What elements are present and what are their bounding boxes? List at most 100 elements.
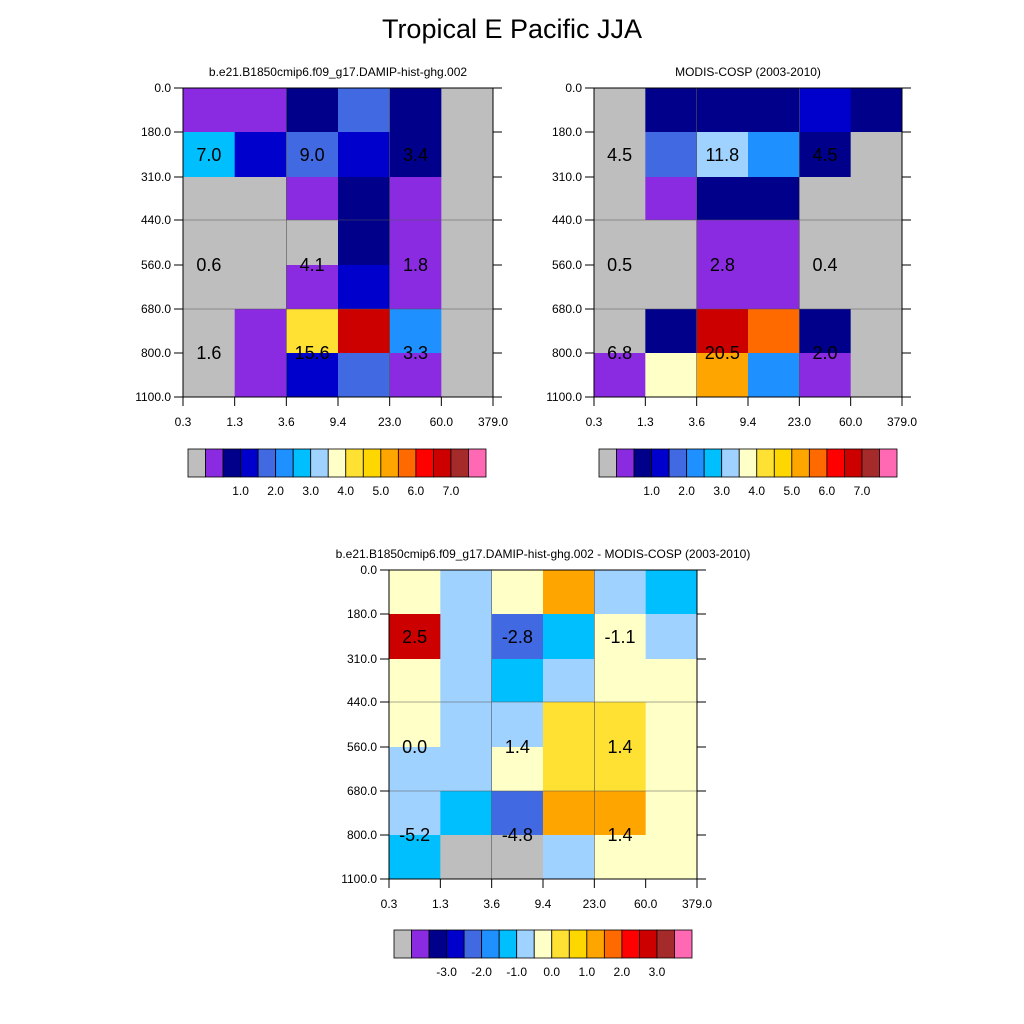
- colorbar-label: 1.0: [643, 484, 660, 498]
- cell-value-label: -5.2: [399, 825, 430, 845]
- colorbar-label: 3.0: [649, 965, 666, 979]
- heatmap-cell: [594, 791, 647, 836]
- cell-value-label: 20.5: [705, 343, 740, 363]
- heatmap-cell: [645, 265, 698, 310]
- heatmap-cell: [441, 132, 494, 178]
- heatmap-cell: [440, 791, 493, 836]
- cell-value-label: -4.8: [502, 825, 533, 845]
- cell-value-label: -2.8: [502, 627, 533, 647]
- colorbar-swatch: [721, 448, 740, 478]
- heatmap-cell: [389, 747, 441, 792]
- heatmap-cell: [543, 791, 595, 836]
- x-tick-label: 60.0: [839, 415, 863, 429]
- x-tick-label: 0.3: [175, 415, 192, 429]
- heatmap-cell: [696, 220, 749, 266]
- cell-value-label: 0.5: [607, 255, 632, 275]
- heatmap-cell: [389, 659, 441, 703]
- y-tick-label: 310.0: [552, 170, 582, 184]
- x-tick-label: 9.4: [740, 415, 757, 429]
- heatmap-cell: [183, 220, 236, 266]
- heatmap-cell: [748, 265, 800, 310]
- panel-title: b.e21.B1850cmip6.f09_g17.DAMIP-hist-ghg.…: [209, 65, 467, 79]
- heatmap-cell: [441, 309, 494, 354]
- heatmap-cell: [645, 747, 698, 792]
- heatmap-cell: [286, 177, 339, 221]
- x-tick-label: 3.6: [483, 897, 500, 911]
- heatmap-cell: [748, 309, 800, 354]
- cell-value-label: 4.5: [812, 145, 837, 165]
- heatmap-cell: [645, 177, 698, 221]
- heatmap-cell: [799, 220, 852, 266]
- heatmap-cell: [850, 353, 903, 398]
- colorbar-swatch: [674, 929, 693, 959]
- colorbar-label: 2.0: [614, 965, 631, 979]
- panel-1: b.e21.B1850cmip6.f09_g17.DAMIP-hist-ghg.…: [135, 65, 508, 498]
- y-tick-label: 1100.0: [546, 390, 582, 404]
- heatmap-cell: [338, 132, 391, 178]
- heatmap-cell: [645, 570, 698, 615]
- heatmap-cell: [543, 659, 595, 703]
- x-tick-label: 379.0: [682, 897, 712, 911]
- colorbar-swatch: [756, 448, 775, 478]
- colorbar-swatch: [362, 448, 382, 478]
- colorbar-swatch: [533, 929, 553, 959]
- heatmap-cell: [491, 747, 544, 792]
- colorbar-swatch: [415, 448, 434, 478]
- heatmap-cell: [441, 353, 494, 398]
- colorbar-swatch: [463, 929, 483, 959]
- colorbar-swatch: [240, 448, 259, 478]
- x-tick-label: 3.6: [688, 415, 705, 429]
- heatmap-cell: [543, 570, 595, 615]
- colorbar-swatch: [187, 448, 206, 478]
- heatmap-cell: [441, 88, 494, 133]
- cell-value-label: 0.0: [402, 737, 427, 757]
- heatmap-cell: [389, 309, 442, 354]
- heatmap-cell: [799, 353, 852, 398]
- heatmap-cell: [183, 88, 236, 133]
- x-tick-label: 1.3: [432, 897, 449, 911]
- colorbar-label: -3.0: [436, 965, 457, 979]
- colorbar-swatch: [498, 929, 518, 959]
- cell-value-label: 1.6: [196, 343, 221, 363]
- x-tick-label: 9.4: [535, 897, 552, 911]
- x-tick-label: 60.0: [430, 415, 454, 429]
- colorbar-swatch: [603, 929, 623, 959]
- heatmap-cell: [389, 88, 442, 133]
- heatmap-cell: [748, 220, 800, 266]
- heatmap-cell: [389, 570, 441, 615]
- heatmap-cell: [440, 702, 493, 748]
- heatmap-cell: [645, 791, 698, 836]
- cell-value-label: 7.0: [196, 145, 221, 165]
- heatmap-cell: [491, 835, 544, 880]
- cell-value-label: 1.4: [607, 825, 632, 845]
- heatmap-cell: [850, 177, 903, 221]
- colorbar-swatch: [292, 448, 312, 478]
- heatmap-cell: [645, 353, 698, 398]
- heatmap-cell: [748, 88, 800, 133]
- cell-value-label: 2.5: [402, 627, 427, 647]
- heatmap-cell: [389, 791, 441, 836]
- cell-value-label: 2.0: [812, 343, 837, 363]
- heatmap-cell: [645, 220, 698, 266]
- heatmap-cell: [799, 88, 852, 133]
- heatmap-cell: [183, 132, 236, 178]
- heatmap-cell: [338, 353, 391, 398]
- heatmap-cell: [286, 353, 339, 398]
- heatmap-cell: [234, 309, 287, 354]
- heatmap-cell: [286, 88, 339, 133]
- colorbar-swatch: [393, 929, 412, 959]
- colorbar-swatch: [345, 448, 364, 478]
- heatmap-cell: [491, 702, 544, 748]
- x-tick-label: 379.0: [478, 415, 508, 429]
- heatmap-cell: [594, 220, 646, 266]
- colorbar-swatch: [222, 448, 241, 478]
- heatmap-cell: [389, 177, 442, 221]
- colorbar-swatch: [633, 448, 652, 478]
- colorbar-swatch: [310, 448, 329, 478]
- heatmap-cell: [543, 835, 595, 880]
- colorbar-label: 6.0: [408, 484, 425, 498]
- cell-value-label: 0.6: [196, 255, 221, 275]
- heatmap-cell: [338, 88, 391, 133]
- colorbar-swatch: [879, 448, 898, 478]
- y-tick-label: 680.0: [347, 784, 377, 798]
